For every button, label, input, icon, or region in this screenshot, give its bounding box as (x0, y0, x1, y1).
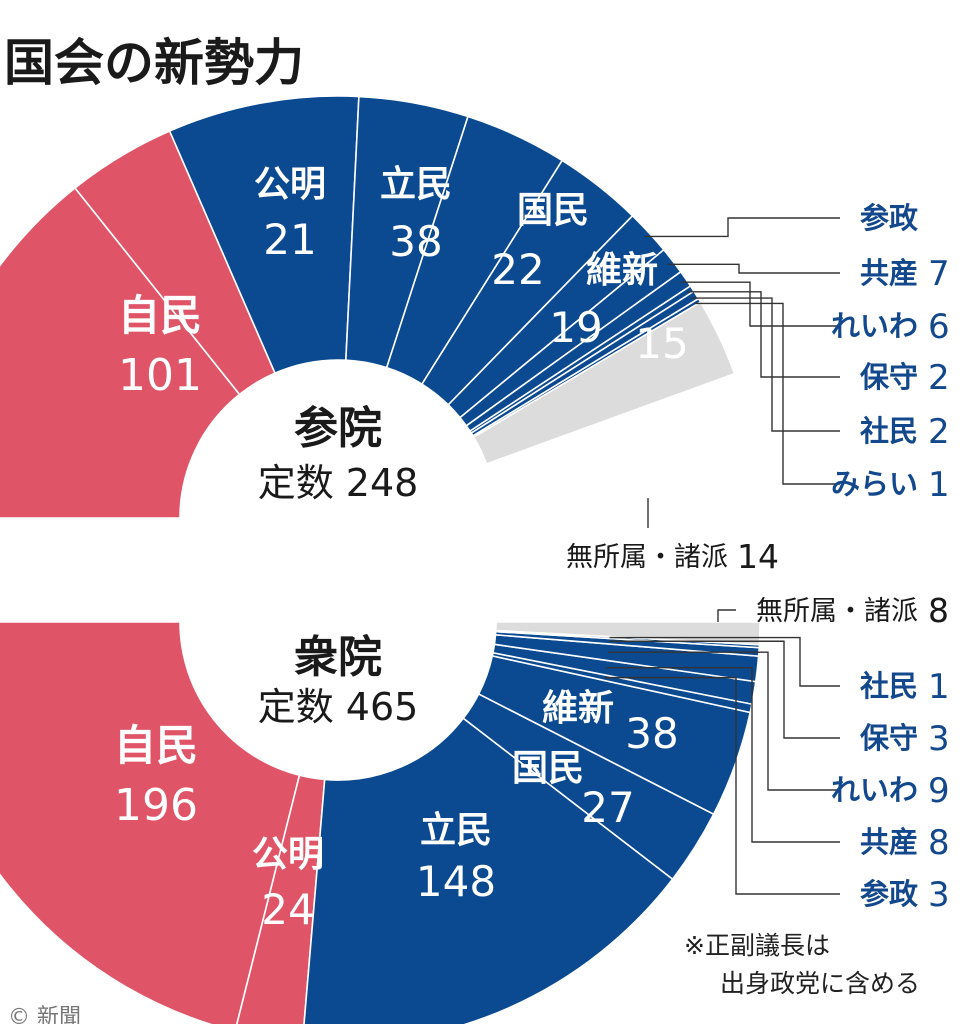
lower-legend-name-8: 保守 (859, 721, 918, 755)
upper-legend-name-6: 参政 (860, 201, 918, 235)
upper-center-total: 定数 248 (258, 461, 419, 505)
lower-label-value-2: 148 (416, 857, 496, 906)
lower-label-value-1: 24 (261, 885, 314, 934)
lower-label-value-4: 38 (625, 709, 678, 758)
lower-leader-line-5 (604, 676, 840, 895)
upper-label-value-2: 38 (389, 217, 442, 266)
chart-title: 国会の新勢力 (4, 34, 304, 92)
footnote-line-1: ※正副議長は (684, 931, 830, 960)
upper-label-name-0: 自民 (118, 291, 202, 340)
upper-legend-value-11: 1 (928, 465, 950, 505)
upper-legend-value-12: 14 (737, 537, 779, 576)
lower-label-name-3: 国民 (512, 748, 584, 789)
upper-label-name-2: 立民 (380, 164, 452, 205)
lower-legend-name-5: 参政 (860, 877, 918, 911)
upper-legend-name-8: れいわ (831, 309, 918, 343)
lower-legend-value-6: 8 (928, 823, 950, 863)
lower-label-value-0: 196 (114, 780, 198, 831)
lower-legend-value-7: 9 (928, 771, 950, 811)
lower-legend-value-5: 3 (928, 875, 950, 915)
lower-label-name-0: 自民 (114, 721, 198, 770)
upper-label-value-4: 19 (549, 303, 602, 352)
upper-legend-name-7: 共産 (860, 256, 918, 290)
upper-label-name-1: 公明 (254, 164, 326, 205)
upper-legend-value-7: 7 (928, 254, 950, 294)
lower-leader-line-7 (608, 651, 840, 791)
upper-legend-name-10: 社民 (860, 414, 918, 448)
lower-leader-line-9 (609, 636, 840, 687)
lower-legend-name-7: れいわ (831, 773, 918, 807)
upper-leader-line-10 (691, 297, 840, 432)
upper-label-name-4: 維新 (586, 250, 658, 291)
upper-slice-0 (0, 186, 241, 519)
upper-legend-name-12: 無所属・諸派 (566, 542, 728, 573)
lower-slice-2 (303, 717, 674, 1024)
lower-slice-0 (0, 621, 301, 1024)
lower-label-name-1: 公明 (252, 834, 324, 875)
lower-legend-value-8: 3 (928, 719, 950, 759)
lower-leader-line-10 (717, 609, 736, 622)
upper-legend-value-9: 2 (928, 358, 950, 398)
upper-label-value-0: 101 (118, 350, 202, 401)
upper-label-value-5: 15 (635, 319, 688, 368)
footnote-line-2: 出身政党に含める (720, 969, 920, 998)
credit-text: © 新聞 (8, 1005, 81, 1024)
lower-leader-line-8 (609, 640, 840, 739)
upper-legend-name-11: みらい (831, 467, 918, 501)
upper-label-name-3: 国民 (517, 190, 589, 231)
upper-label-value-1: 21 (263, 215, 316, 264)
lower-leader-line-6 (606, 666, 840, 843)
lower-legend-name-10: 無所属・諸派 (756, 596, 918, 627)
upper-slice-12 (472, 300, 736, 465)
upper-leader-line-9 (687, 291, 840, 378)
lower-legend-value-10: 8 (928, 591, 949, 630)
lower-center-chamber: 衆院 (294, 632, 382, 683)
lower-label-name-2: 立民 (420, 810, 492, 851)
upper-legend-value-10: 2 (928, 412, 950, 452)
upper-leader-line-6 (644, 217, 840, 238)
lower-label-value-3: 27 (581, 783, 634, 832)
upper-legend-name-9: 保守 (859, 360, 918, 394)
lower-legend-name-6: 共産 (860, 825, 918, 859)
upper-slice-2 (168, 95, 360, 375)
upper-leader-line-7 (667, 263, 840, 274)
lower-legend-value-9: 1 (928, 667, 950, 707)
lower-legend-name-9: 社民 (860, 669, 918, 703)
upper-legend-value-8: 6 (928, 307, 950, 347)
upper-leader-line-11 (694, 302, 840, 485)
upper-label-value-3: 22 (491, 245, 544, 294)
lower-center-total: 定数 465 (258, 685, 419, 729)
upper-center-chamber: 参院 (294, 403, 382, 454)
lower-label-name-4: 維新 (542, 688, 614, 729)
